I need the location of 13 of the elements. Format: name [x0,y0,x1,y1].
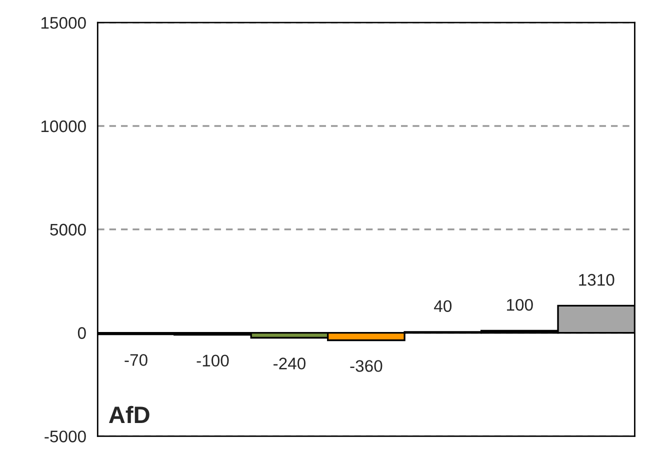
data-label: 1310 [579,274,614,286]
y-tick-label: 10000 [41,120,86,132]
data-label: -240 [274,358,306,370]
data-label: 40 [434,300,452,312]
data-label: -70 [124,354,148,366]
data-label: -360 [350,360,382,372]
data-label: -100 [196,354,229,367]
annotation: AfD [108,406,150,424]
y-tick-label: -5000 [44,430,86,442]
data-label: 100 [507,298,533,311]
y-tick-label: 5000 [50,224,86,236]
y-tick-label: 15000 [41,17,86,29]
y-tick-label: 0 [78,327,86,339]
